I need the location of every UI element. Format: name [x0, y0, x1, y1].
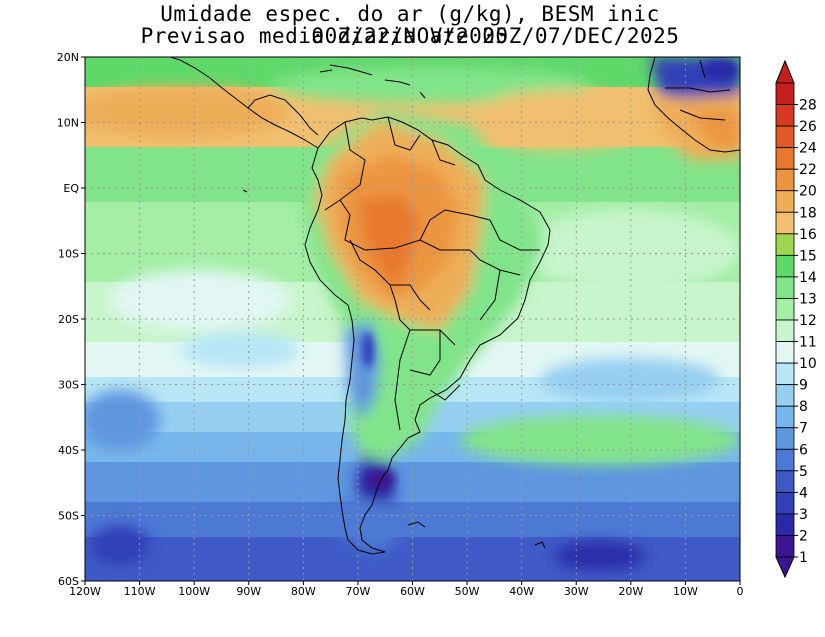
colorbar-label: 4: [799, 485, 808, 501]
colorbar-swatch: [775, 470, 795, 493]
latitude-labels: 20N 10N EQ 10S 20S 30S 40S 50S 60S: [57, 51, 85, 588]
lon-tick-label: 100W: [178, 585, 210, 598]
colorbar-swatch: [775, 104, 795, 127]
colorbar-label: 15: [799, 248, 817, 264]
colorbar-label: 14: [799, 270, 817, 286]
colorbar-swatch: [775, 341, 795, 364]
lon-tick-label: 60W: [400, 585, 425, 598]
lat-tick-label: EQ: [63, 182, 79, 195]
colorbar-swatch: [775, 190, 795, 213]
colorbar-label: 11: [799, 335, 817, 351]
colorbar-under-arrow: [775, 556, 795, 579]
colorbar-swatch: [775, 147, 795, 170]
colorbar-swatch: [775, 211, 795, 235]
longitude-labels: 120W 110W 100W 90W 80W 70W 60W 50W 40W 30W 20W 10W 0: [69, 581, 744, 598]
colorbar-over-arrow: [775, 59, 795, 84]
colorbar-swatch: [775, 125, 795, 149]
colorbar-swatch: [775, 362, 795, 386]
lon-tick-label: 80W: [291, 585, 316, 598]
lat-tick-label: 50S: [58, 510, 79, 523]
lat-tick-label: 60S: [58, 575, 79, 588]
colorbar-label: 10: [799, 356, 817, 372]
lon-tick-label: 0: [737, 585, 744, 598]
colorbar-label: 22: [799, 162, 817, 178]
colorbar-label: 8: [799, 399, 808, 415]
colorbar-label: 7: [799, 421, 808, 437]
colorbar-swatch: [775, 233, 795, 256]
lat-tick-label: 40S: [58, 444, 79, 457]
lon-tick-label: 50W: [455, 585, 480, 598]
colorbar-swatch: [775, 168, 795, 192]
colorbar-swatch: [775, 254, 795, 278]
colorbar-label: 6: [799, 442, 808, 458]
colorbar-label: 1: [799, 550, 808, 566]
colorbar: 28 26 24 22 20 18 16 15 14 13 12 11 10 9 8 7 6 5 4 3 2 1: [775, 59, 817, 579]
colorbar-label: 16: [799, 227, 817, 243]
lon-tick-label: 70W: [345, 585, 370, 598]
map-title: Umidade espec. do ar (g/kg), BESM inic 0…: [160, 2, 660, 48]
colorbar-swatch: [775, 535, 795, 558]
colorbar-swatch: [775, 427, 795, 450]
lon-tick-label: 20W: [618, 585, 643, 598]
lat-tick-label: 30S: [58, 379, 79, 392]
colorbar-swatch: [775, 491, 795, 515]
colorbar-label: 28: [799, 98, 817, 114]
lon-tick-label: 40W: [509, 585, 534, 598]
colorbar-label: 13: [799, 291, 817, 307]
colorbar-swatch: [775, 298, 795, 321]
lat-tick-label: 20N: [57, 51, 79, 64]
colorbar-label: 2: [799, 528, 808, 544]
map-subtitle: Previsao media diaria ate 00Z/07/DEC/202…: [140, 24, 680, 48]
colorbar-label: 26: [799, 119, 817, 135]
lat-tick-label: 10N: [57, 117, 79, 130]
colorbar-swatch: [775, 319, 795, 342]
colorbar-label: 5: [799, 464, 808, 480]
lat-tick-label: 10S: [58, 248, 79, 261]
colorbar-swatch: [775, 448, 795, 472]
colorbar-label: 24: [799, 141, 817, 157]
lon-tick-label: 10W: [673, 585, 698, 598]
lon-tick-label: 90W: [236, 585, 261, 598]
colorbar-swatch: [775, 405, 795, 429]
lat-tick-label: 20S: [58, 313, 79, 326]
colorbar-swatch: [775, 276, 795, 299]
colorbar-label: 20: [799, 184, 817, 200]
colorbar-swatch: [775, 384, 795, 407]
colorbar-swatch: [775, 82, 795, 105]
coastlines: [169, 57, 740, 555]
colorbar-label: 3: [799, 507, 808, 523]
colorbar-label: 18: [799, 205, 817, 221]
colorbar-label: 12: [799, 313, 817, 329]
lon-tick-label: 30W: [564, 585, 589, 598]
colorbar-label: 9: [799, 378, 808, 394]
colorbar-swatch: [775, 513, 795, 536]
lon-tick-label: 120W: [69, 585, 101, 598]
lon-tick-label: 110W: [124, 585, 156, 598]
grid-lines: [85, 57, 740, 581]
